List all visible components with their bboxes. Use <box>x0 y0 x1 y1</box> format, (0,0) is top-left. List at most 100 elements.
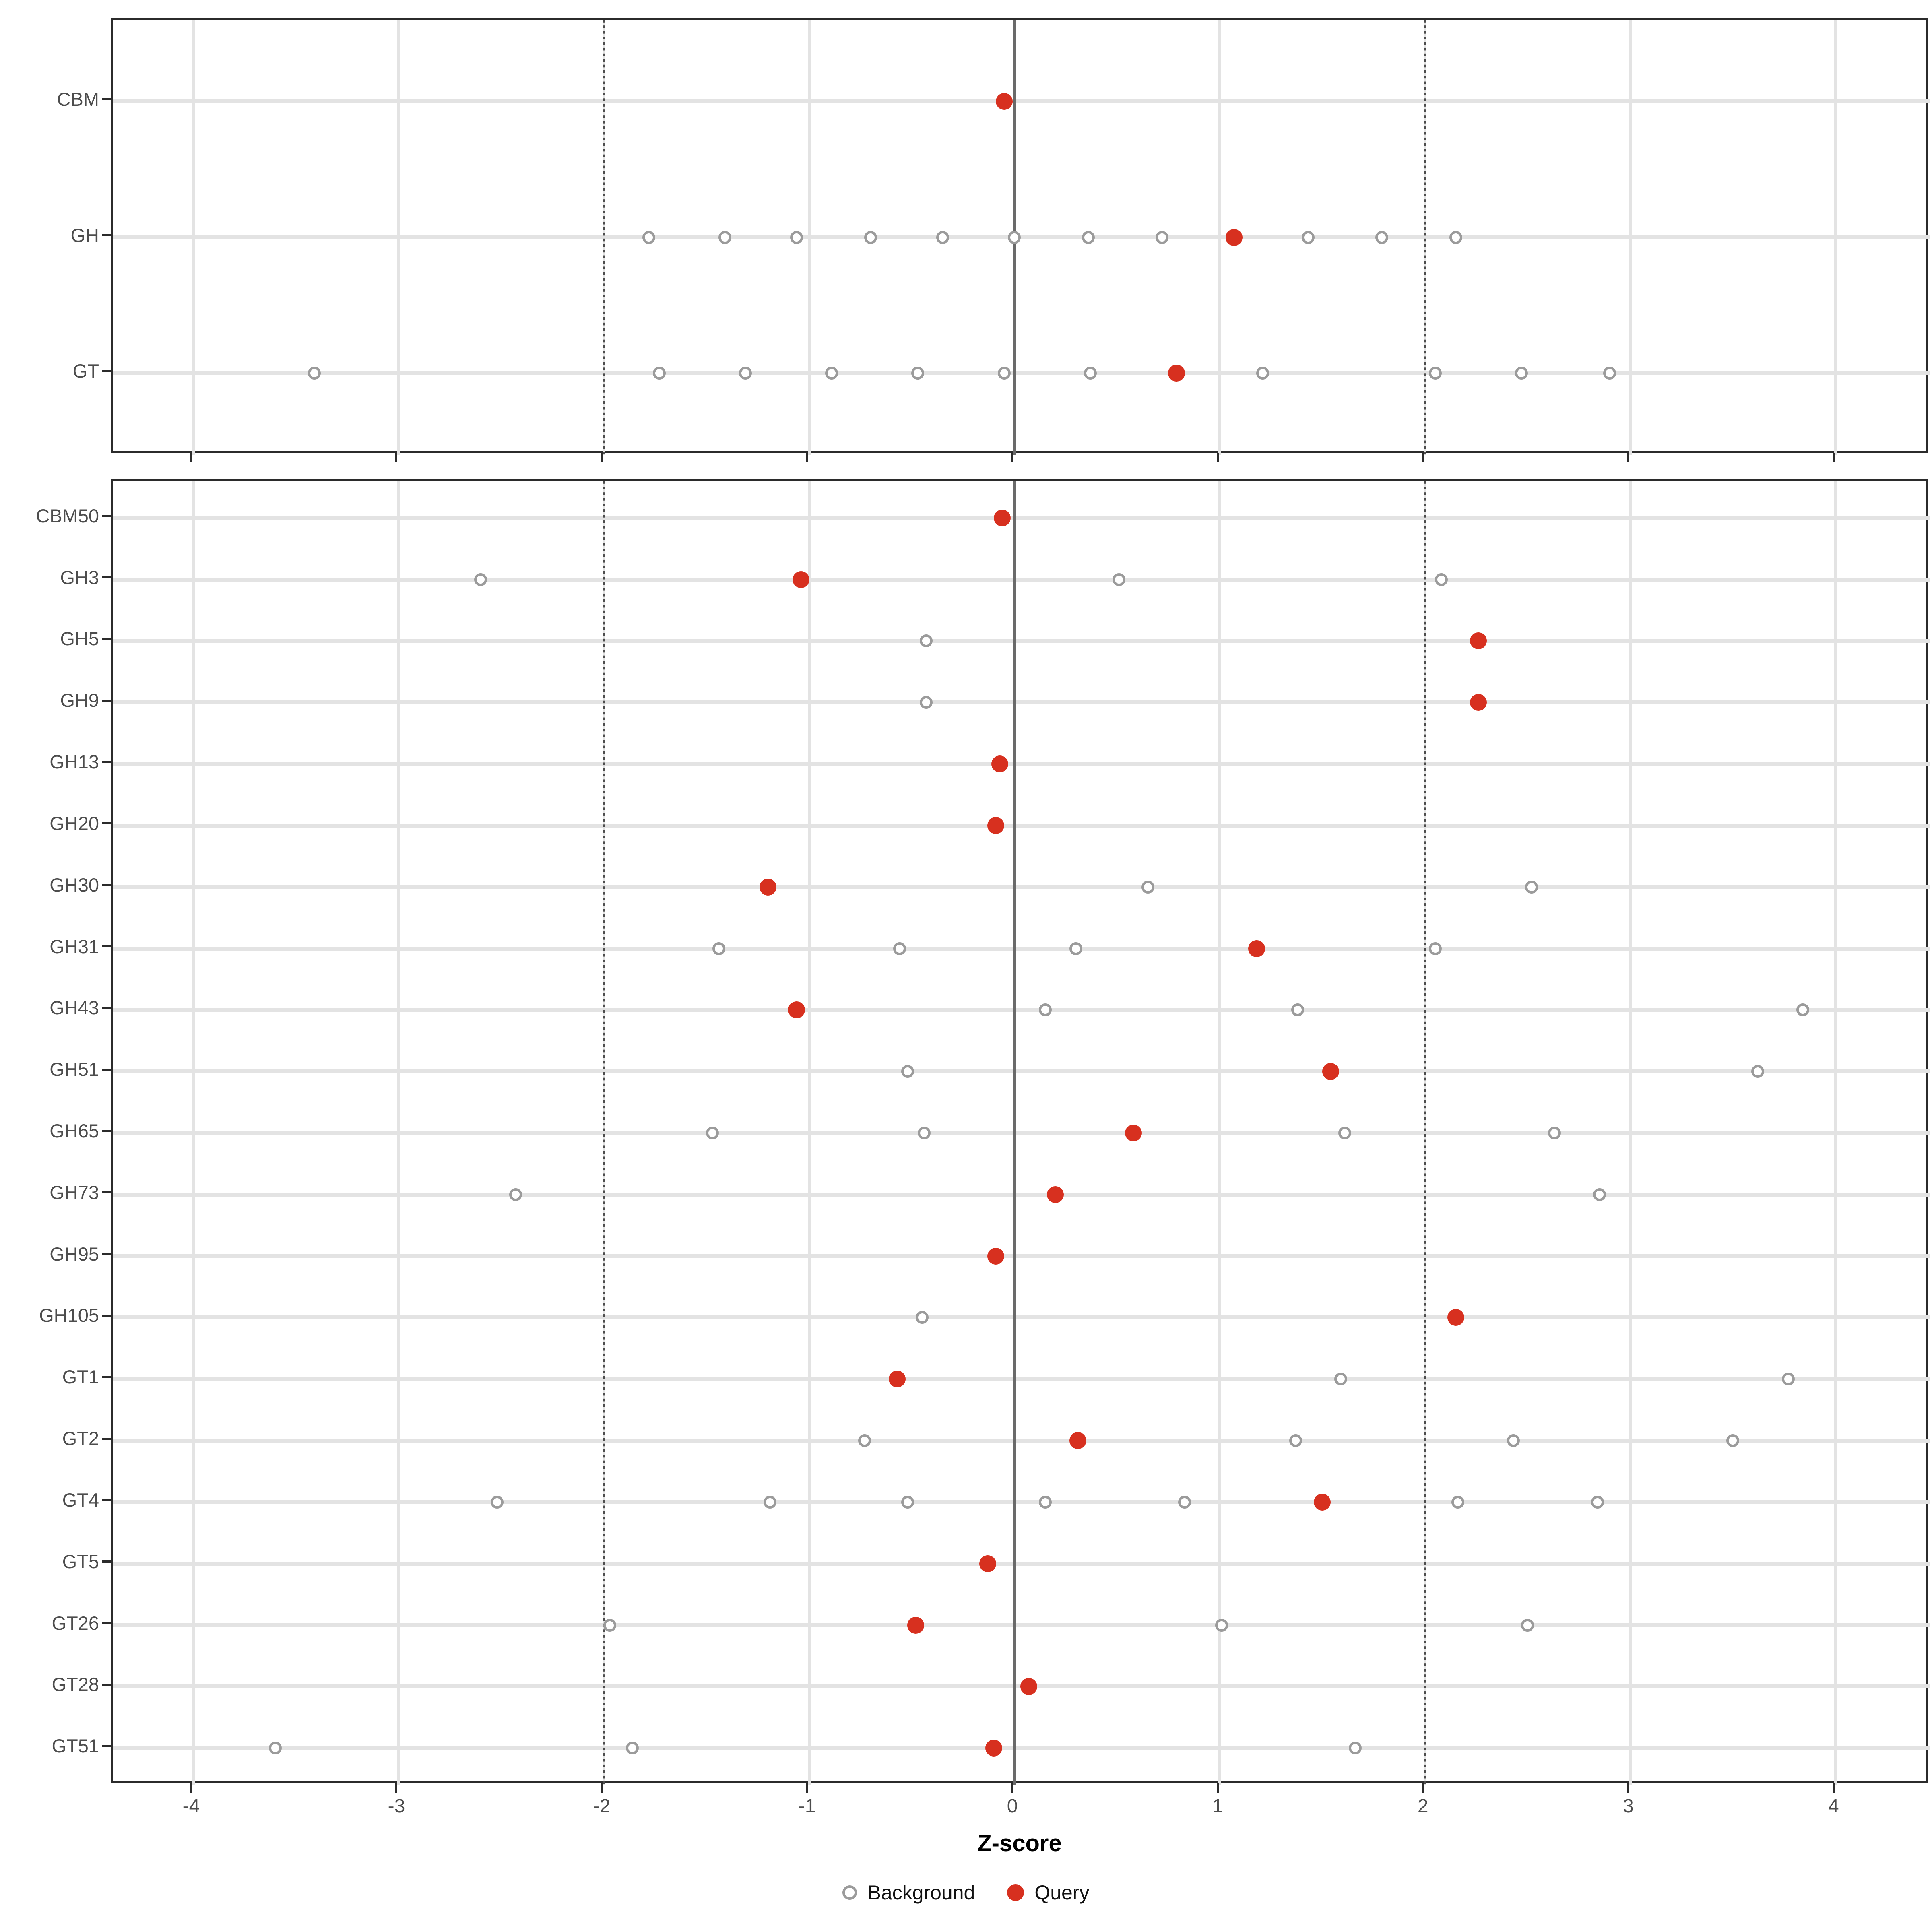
background-point <box>1256 367 1269 380</box>
background-point <box>936 231 949 244</box>
background-point <box>901 1065 914 1078</box>
x-axis-tick <box>395 1783 398 1793</box>
y-axis-label: GH5 <box>60 628 99 650</box>
query-point <box>1322 1063 1339 1080</box>
query-point <box>792 571 809 588</box>
gridline-horizontal <box>113 99 1930 103</box>
x-tick-label: -1 <box>798 1796 816 1817</box>
gridline-horizontal <box>113 1746 1930 1750</box>
background-point <box>1451 1495 1464 1509</box>
background-point <box>1338 1127 1352 1139</box>
x-axis-tick <box>190 453 192 462</box>
query-point <box>979 1555 996 1572</box>
background-point <box>1603 367 1616 380</box>
x-axis-tick <box>1832 1783 1835 1793</box>
background-point <box>1289 1434 1302 1447</box>
gridline-horizontal <box>113 1008 1930 1012</box>
background-point <box>893 942 906 955</box>
background-point <box>642 231 656 244</box>
x-axis-tick <box>1422 1783 1424 1793</box>
background-point <box>825 367 838 380</box>
panel-bottom <box>111 479 1930 1785</box>
background-point <box>1069 942 1083 955</box>
x-axis-tick <box>1627 453 1629 462</box>
y-axis-label: GH105 <box>39 1305 99 1326</box>
legend: Background Query <box>0 1880 1932 1905</box>
y-axis-tick <box>102 638 111 640</box>
x-axis-tick <box>1422 453 1424 462</box>
gridline-horizontal <box>113 1439 1930 1443</box>
x-axis-tick <box>601 1783 603 1793</box>
x-tick-label: -4 <box>182 1796 200 1817</box>
y-axis-label: GT1 <box>62 1366 99 1388</box>
x-axis-title: Z-score <box>977 1830 1062 1856</box>
query-point <box>1314 1493 1331 1511</box>
y-axis-tick <box>102 1191 111 1194</box>
x-axis-tick <box>1216 453 1219 462</box>
y-axis-label: GH13 <box>50 751 99 773</box>
background-point <box>790 231 803 244</box>
background-point <box>1156 231 1169 244</box>
y-axis-tick <box>102 884 111 886</box>
y-axis-tick <box>102 822 111 825</box>
y-axis-tick <box>102 1745 111 1747</box>
gridline-horizontal <box>113 1623 1930 1627</box>
background-point <box>1375 231 1389 244</box>
gridline-horizontal <box>113 1561 1930 1566</box>
gridline-horizontal <box>113 762 1930 766</box>
gridline-horizontal <box>113 1377 1930 1381</box>
gridline-horizontal <box>113 577 1930 582</box>
x-tick-label: 2 <box>1417 1796 1428 1817</box>
y-axis-label: GT28 <box>52 1674 99 1695</box>
y-axis-tick <box>102 1560 111 1563</box>
background-point <box>1084 367 1097 380</box>
background-point <box>1348 1742 1362 1755</box>
gridline-horizontal <box>113 1254 1930 1258</box>
y-axis-label: GH3 <box>60 566 99 588</box>
x-tick-label: 3 <box>1622 1796 1634 1817</box>
y-axis-tick <box>102 1499 111 1501</box>
query-point <box>1168 365 1185 382</box>
background-point <box>490 1495 504 1509</box>
y-axis-tick <box>102 1314 111 1317</box>
background-point <box>509 1188 522 1201</box>
background-point <box>706 1127 719 1139</box>
legend-query-label: Query <box>1034 1881 1090 1904</box>
background-point <box>1751 1065 1764 1078</box>
background-point <box>603 1618 617 1632</box>
background-point <box>1038 1495 1052 1509</box>
query-point <box>991 755 1009 773</box>
query-point <box>1248 940 1265 957</box>
background-point <box>997 367 1011 380</box>
gridline-horizontal <box>113 1315 1930 1320</box>
x-axis-tick <box>1832 453 1835 462</box>
background-point <box>1215 1618 1228 1632</box>
y-axis-tick <box>102 1007 111 1009</box>
background-point <box>1782 1373 1795 1386</box>
x-axis-tick <box>190 1783 192 1793</box>
x-axis-tick <box>1011 453 1013 462</box>
x-axis-tick <box>601 453 603 462</box>
x-axis-tick <box>1627 1783 1629 1793</box>
gridline-horizontal <box>113 516 1930 520</box>
query-point <box>995 93 1013 110</box>
y-axis-tick <box>102 699 111 702</box>
background-point <box>1515 367 1528 380</box>
threshold-line-dotted <box>603 481 606 1785</box>
gridline-horizontal <box>113 371 1930 376</box>
background-point <box>917 1127 931 1139</box>
gridline-horizontal <box>113 885 1930 889</box>
background-point <box>652 367 666 380</box>
background-point <box>739 367 752 380</box>
background-point <box>1334 1373 1348 1386</box>
query-point <box>907 1616 925 1634</box>
gridline-horizontal <box>113 235 1930 239</box>
gridline-horizontal <box>113 1069 1930 1074</box>
y-axis-label: CBM50 <box>36 505 99 526</box>
background-point <box>1591 1495 1604 1509</box>
legend-query-marker-icon <box>1007 1884 1024 1901</box>
legend-background-label: Background <box>867 1881 975 1904</box>
background-point <box>1796 1003 1809 1017</box>
x-axis-tick <box>1011 1783 1013 1793</box>
